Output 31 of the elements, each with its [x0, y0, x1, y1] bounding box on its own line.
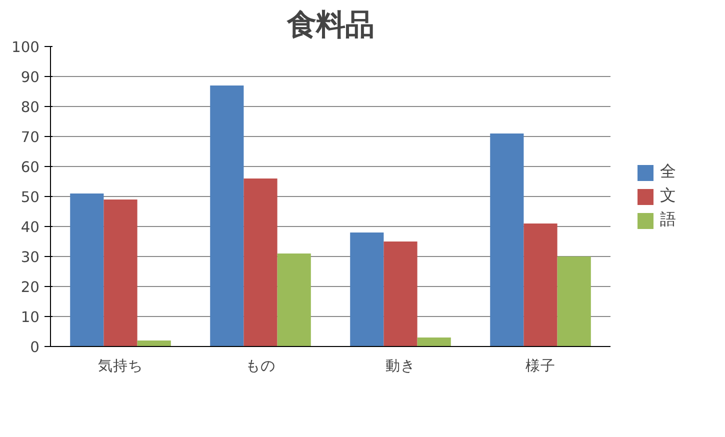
x-tick-label: 様子 — [526, 358, 556, 374]
x-tick-label: もの — [246, 358, 276, 374]
y-tick-label: 50 — [20, 189, 40, 206]
y-tick-label: 20 — [20, 279, 40, 296]
bar — [70, 194, 104, 346]
bar — [277, 254, 311, 346]
bar — [490, 134, 524, 346]
bar — [350, 232, 384, 346]
legend-label: 文 — [660, 186, 677, 206]
y-tick-label: 70 — [20, 129, 40, 146]
y-tick-label: 80 — [20, 99, 40, 116]
bar — [210, 86, 244, 346]
y-tick-label: 90 — [20, 69, 40, 86]
bar — [384, 242, 418, 346]
y-tick-label: 30 — [20, 249, 40, 266]
bar — [137, 340, 171, 346]
y-tick-label: 0 — [30, 339, 40, 356]
legend-label: 語 — [660, 210, 677, 230]
bar — [104, 200, 138, 346]
y-tick-label: 40 — [20, 219, 40, 236]
bar — [524, 224, 558, 346]
x-tick-label: 動き — [386, 358, 416, 374]
chart-title: 食料品 — [286, 8, 374, 42]
bar — [417, 338, 451, 346]
y-tick-label: 60 — [20, 159, 40, 176]
legend-label: 全 — [660, 162, 677, 182]
bar — [244, 178, 278, 346]
x-tick-label: 気持ち — [98, 358, 143, 374]
y-tick-label: 100 — [12, 39, 40, 56]
y-tick-label: 10 — [20, 309, 40, 326]
bar — [557, 256, 591, 346]
